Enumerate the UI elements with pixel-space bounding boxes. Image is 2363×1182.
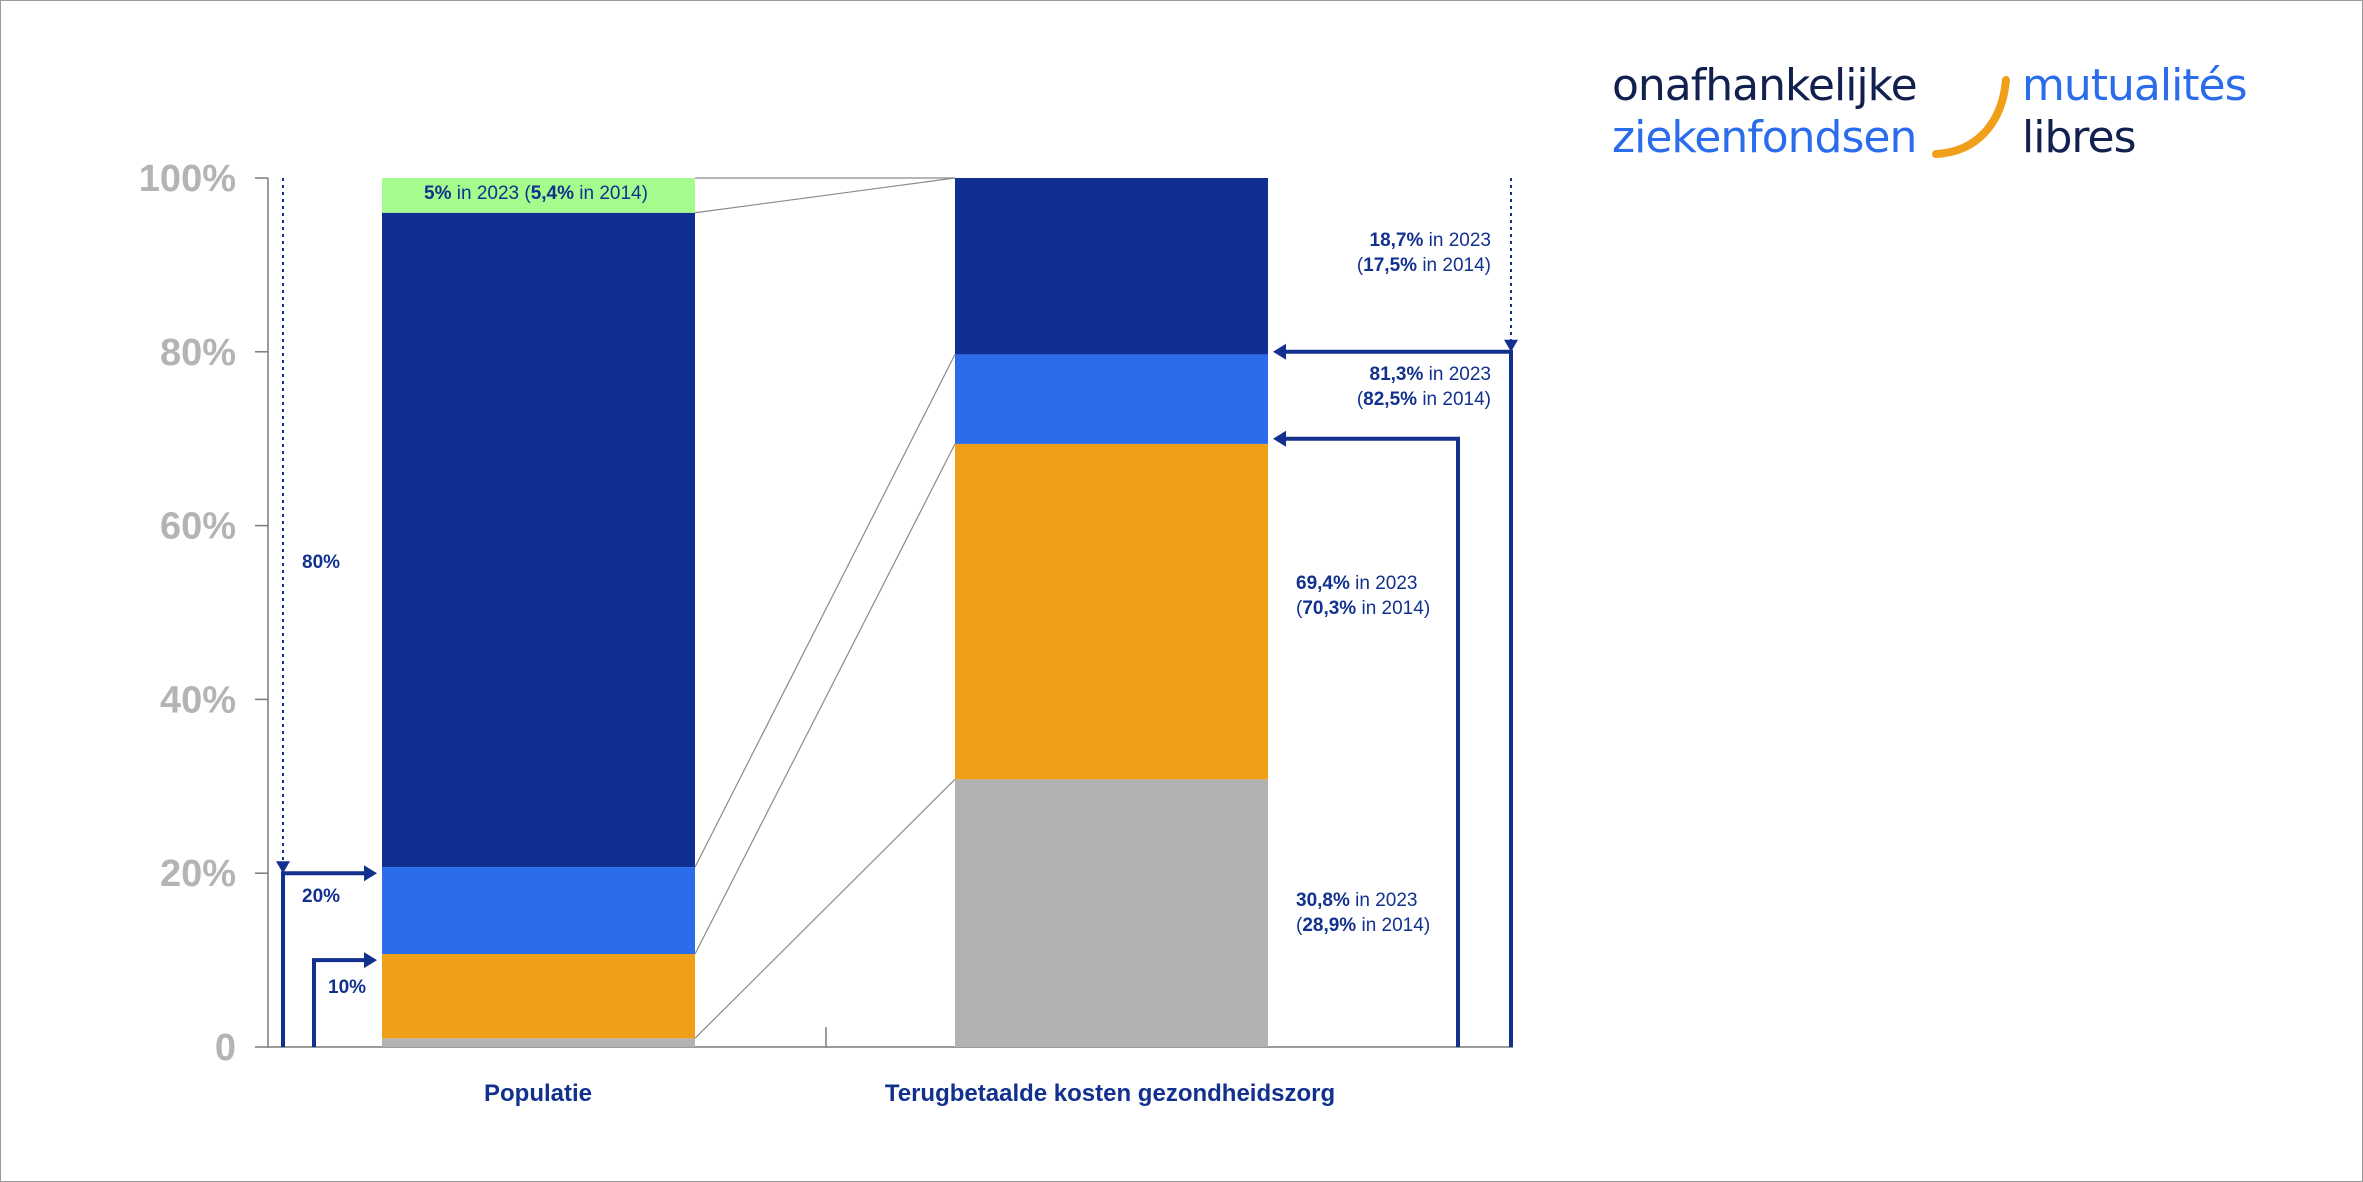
top-share-label: 18,7% in 2023 (17,5% in 2014) xyxy=(1356,230,1491,276)
y-tick-label: 0 xyxy=(215,1027,236,1069)
logo-fr-line2: libres xyxy=(2022,112,2136,163)
bar-segment-green xyxy=(382,178,695,213)
pct-10-label: 10% xyxy=(328,977,367,998)
bar-segment-orange xyxy=(955,443,1268,780)
bar-segment-gray xyxy=(382,1038,695,1047)
share-81-label: 81,3% in 2023 (82,5% in 2014) xyxy=(1356,364,1491,410)
share-30-label: 30,8% in 2023 (28,9% in 2014) xyxy=(1296,890,1431,936)
right-arrow-icon xyxy=(364,952,377,969)
bar-segment-orange xyxy=(382,954,695,1039)
category-label: Populatie xyxy=(484,1080,592,1107)
left-arrow-icon xyxy=(1273,343,1286,360)
left-arrow-icon xyxy=(1273,430,1286,447)
bar-segment-gray xyxy=(955,779,1268,1047)
logo-fr-line1: mutualités xyxy=(2022,60,2248,111)
bracket-20-arrow xyxy=(281,871,370,1047)
right-arrow-icon xyxy=(364,865,377,882)
bar-segment-mid_blue xyxy=(382,867,695,955)
bracket-69-arrow xyxy=(1282,436,1460,1047)
y-tick-label: 20% xyxy=(160,853,236,895)
connector-line xyxy=(694,443,956,955)
y-tick-label: 100% xyxy=(139,158,236,200)
category-label: Terugbetaalde kosten gezondheidszorg xyxy=(885,1080,1335,1107)
connector-line xyxy=(694,354,956,868)
bar-segment-mid_blue xyxy=(955,354,1268,444)
y-tick-label: 60% xyxy=(160,506,236,548)
down-arrow-icon xyxy=(276,861,290,874)
down-arrow-icon xyxy=(1504,339,1518,352)
bracket-81-arrow xyxy=(1282,349,1513,1047)
pct-20-label: 20% xyxy=(302,886,341,907)
share-69-label: 69,4% in 2023 (70,3% in 2014) xyxy=(1296,573,1431,619)
y-tick-label: 80% xyxy=(160,332,236,374)
connector-line xyxy=(694,778,956,1039)
logo-swoosh-icon xyxy=(1932,76,2010,158)
logo-nl-line1: onafhankelijke xyxy=(1612,60,1918,111)
green-segment-label: 5% in 2023 (5,4% in 2014) xyxy=(424,183,648,204)
logo-nl-line2: ziekenfondsen xyxy=(1612,112,1917,163)
y-tick-label: 40% xyxy=(160,679,236,721)
bar-segment-dark_blue xyxy=(955,178,1268,355)
connector-line xyxy=(694,177,956,214)
bracket-10-arrow xyxy=(312,958,370,1047)
pct-80-label: 80% xyxy=(302,552,341,573)
bar-segment-dark_blue xyxy=(382,212,695,868)
